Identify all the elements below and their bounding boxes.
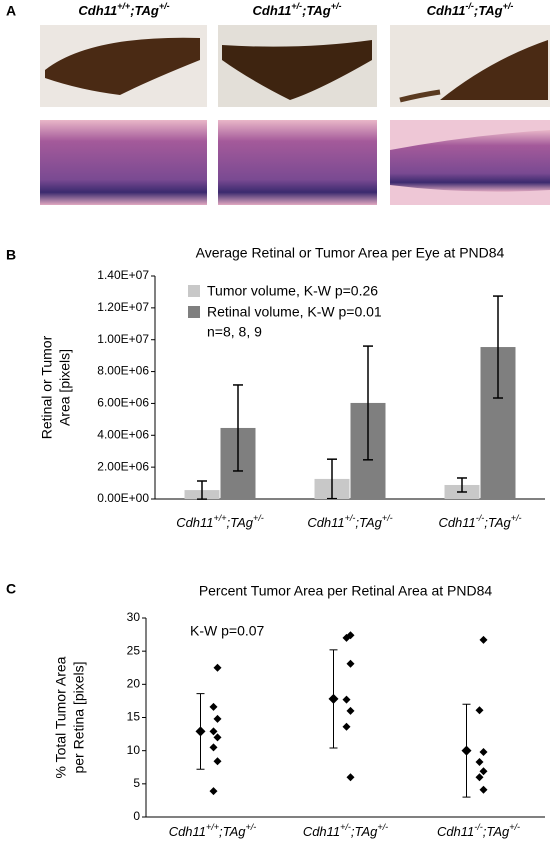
y-axis-label: Area [pixels] (57, 349, 73, 426)
data-point (346, 706, 355, 715)
x-tick-label: Cdh11-/-;TAg+/- (437, 822, 520, 839)
data-point (213, 757, 222, 766)
x-tick-label: Cdh11-/-;TAg+/- (438, 513, 521, 530)
data-point (209, 727, 218, 736)
mean-marker (328, 693, 339, 704)
x-tick-label: Cdh11+/+;TAg+/- (169, 822, 257, 839)
legend-swatch (188, 306, 200, 318)
data-point (475, 757, 484, 766)
y-tick-label: 10 (127, 743, 141, 757)
column-label: Cdh11-/-;TAg+/- (427, 1, 514, 18)
y-tick-label: 8.00E+06 (97, 364, 149, 378)
mean-marker (195, 726, 206, 737)
y-tick-label: 30 (127, 610, 141, 624)
mean-marker (461, 745, 472, 756)
x-tick-label: Cdh11+/-;TAg+/- (303, 822, 388, 839)
data-point (346, 773, 355, 782)
data-point (209, 787, 218, 796)
y-tick-label: 25 (127, 643, 141, 657)
y-tick-label: 15 (127, 710, 141, 724)
data-point (342, 695, 351, 704)
y-tick-label: 1.20E+07 (97, 300, 149, 314)
panel-label: A (6, 3, 16, 19)
legend-swatch (188, 285, 200, 297)
column-label: Cdh11+/-;TAg+/- (253, 1, 342, 18)
y-tick-label: 20 (127, 677, 141, 691)
y-axis-label: % Total Tumor Area (53, 656, 69, 778)
data-point (475, 773, 484, 782)
data-point (475, 706, 484, 715)
y-axis-label: Retinal or Tumor (39, 335, 55, 439)
chart-title: Average Retinal or Tumor Area per Eye at… (196, 245, 505, 261)
y-tick-label: 5 (133, 776, 140, 790)
data-point (479, 785, 488, 794)
data-point (342, 722, 351, 731)
annotation: K-W p=0.07 (190, 623, 265, 639)
data-point (213, 733, 222, 742)
data-point (213, 714, 222, 723)
x-tick-label: Cdh11+/-;TAg+/- (307, 513, 392, 530)
annotation: n=8, 8, 9 (207, 324, 262, 340)
data-point (209, 702, 218, 711)
y-tick-label: 0 (133, 809, 140, 823)
data-point (479, 747, 488, 756)
y-tick-label: 6.00E+06 (97, 396, 149, 410)
y-tick-label: 1.40E+07 (97, 268, 149, 282)
panel-label: C (6, 581, 16, 597)
data-point (209, 743, 218, 752)
y-tick-label: 2.00E+06 (97, 459, 149, 473)
y-tick-label: 4.00E+06 (97, 427, 149, 441)
data-point (479, 635, 488, 644)
column-label: Cdh11+/+;TAg+/- (78, 1, 169, 18)
x-tick-label: Cdh11+/+;TAg+/- (176, 513, 264, 530)
y-tick-label: 0.00E+00 (97, 491, 149, 505)
panel-label: B (6, 247, 16, 263)
y-axis-label: per Retina [pixels] (71, 661, 87, 773)
data-point (342, 633, 351, 642)
legend-label: Retinal volume, K-W p=0.01 (207, 304, 382, 320)
data-point (479, 767, 488, 776)
legend-label: Tumor volume, K-W p=0.26 (207, 283, 378, 299)
micrographs (40, 25, 550, 205)
data-point (213, 663, 222, 672)
data-point (346, 659, 355, 668)
y-tick-label: 1.00E+07 (97, 332, 149, 346)
chart-title: Percent Tumor Area per Retinal Area at P… (199, 583, 493, 599)
